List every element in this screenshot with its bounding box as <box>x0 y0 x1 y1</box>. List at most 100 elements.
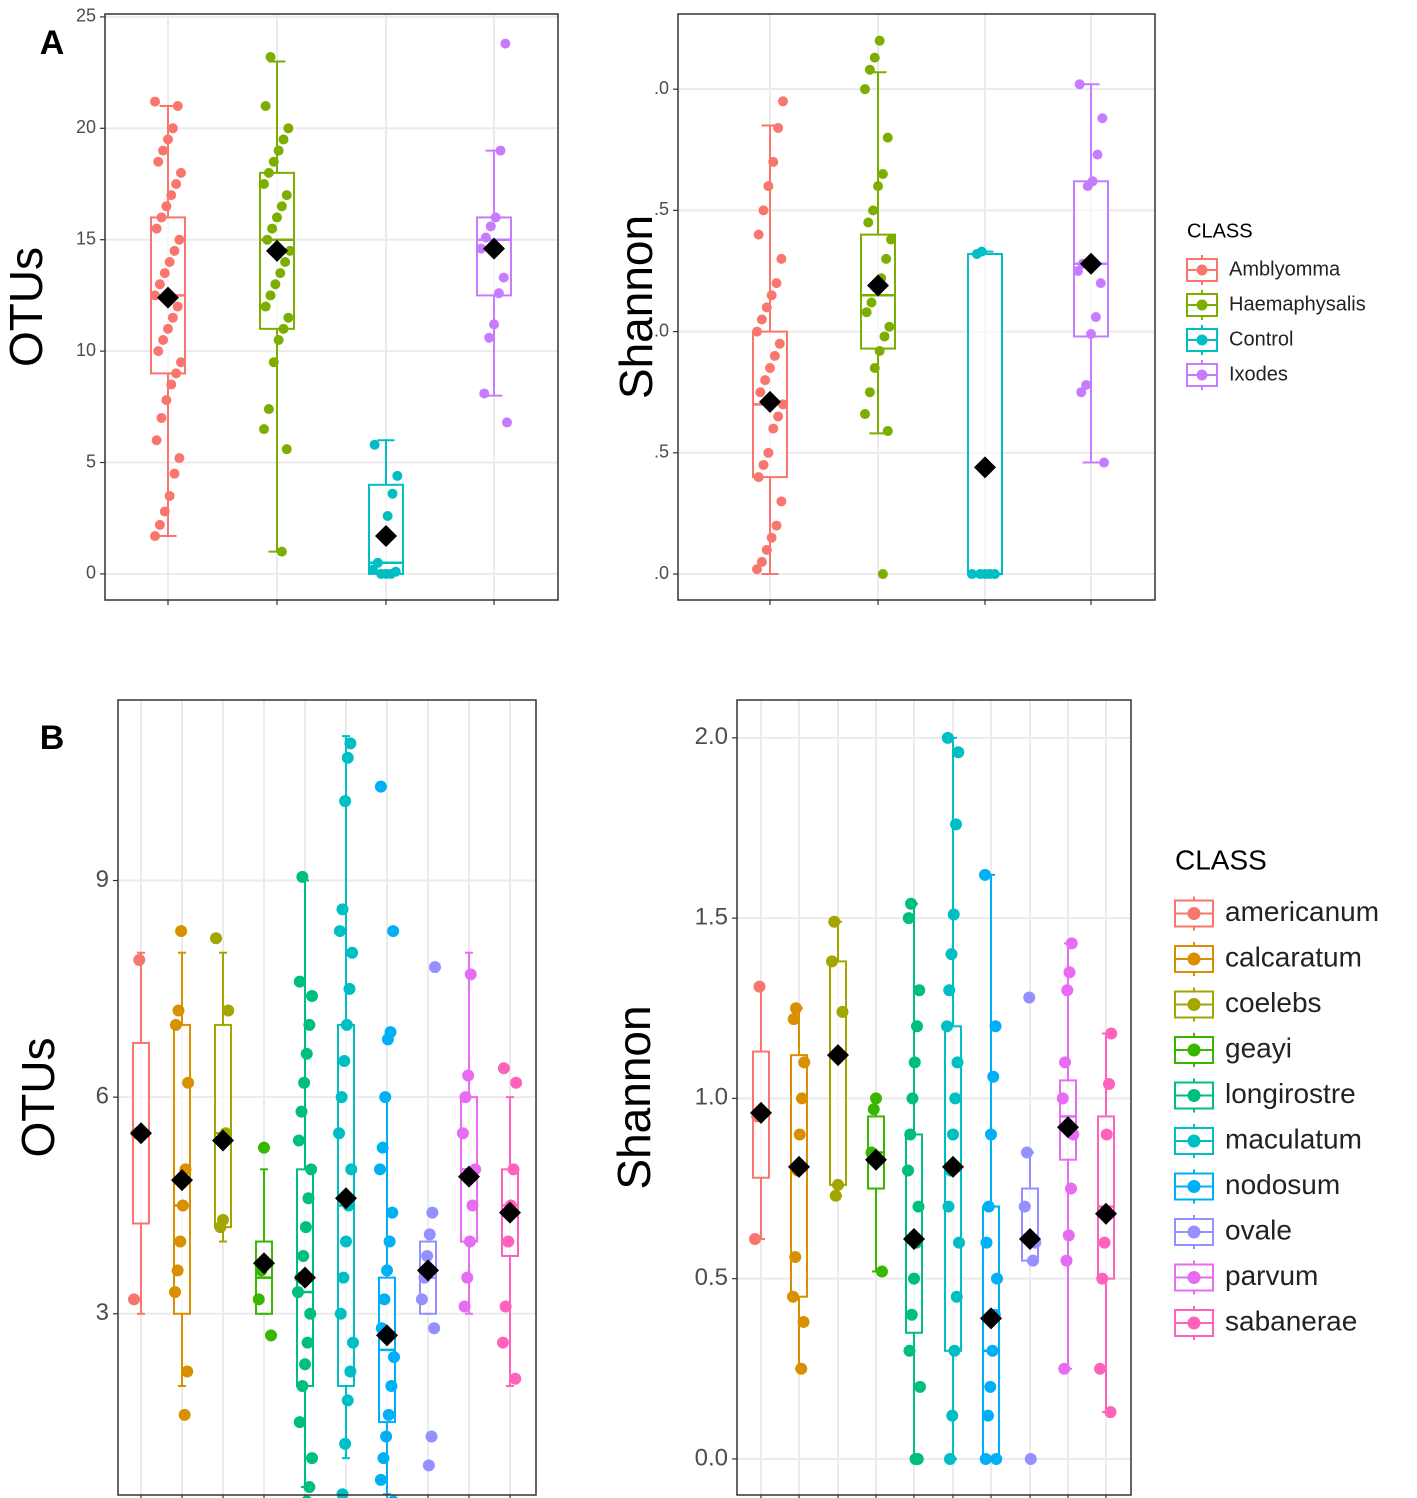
mean-marker <box>903 1228 925 1251</box>
legend-label: Amblyomma <box>1229 258 1341 280</box>
data-point <box>991 1272 1003 1285</box>
data-point <box>490 212 501 223</box>
data-point <box>374 1163 386 1176</box>
data-point <box>1097 113 1108 124</box>
y-tick-label: 20 <box>76 117 96 137</box>
data-point <box>1062 1229 1075 1242</box>
data-point <box>882 132 893 143</box>
data-point <box>340 1235 352 1248</box>
data-point <box>870 1092 882 1105</box>
mean-marker <box>1080 252 1102 275</box>
data-point <box>1099 457 1109 468</box>
data-point <box>336 903 349 916</box>
mean-marker <box>376 1324 398 1347</box>
mean-marker <box>294 1266 316 1289</box>
data-point <box>464 968 477 981</box>
data-point <box>947 908 960 921</box>
data-point <box>181 1365 194 1378</box>
data-point <box>480 232 491 243</box>
data-point <box>1059 1056 1071 1069</box>
data-point <box>210 932 222 945</box>
data-point <box>259 179 269 190</box>
data-point <box>774 338 785 349</box>
data-point <box>1076 387 1087 398</box>
data-point <box>268 357 279 368</box>
data-point <box>1065 1182 1077 1195</box>
data-point <box>295 1105 308 1118</box>
data-point <box>341 751 354 764</box>
data-point <box>171 368 182 379</box>
y-tick-label: 1.0 <box>695 1084 728 1111</box>
data-point <box>914 1380 926 1393</box>
data-point <box>1021 1146 1033 1159</box>
data-point <box>979 1452 992 1465</box>
data-point <box>1060 1254 1073 1267</box>
data-point <box>169 245 180 256</box>
data-point <box>947 1128 959 1141</box>
data-point <box>1018 1200 1031 1213</box>
plot-frame <box>117 699 537 1496</box>
data-point <box>386 1206 399 1219</box>
data-point <box>952 746 965 759</box>
data-point <box>299 1221 312 1234</box>
data-point <box>380 1430 393 1443</box>
legend-key-dot <box>1187 1225 1201 1239</box>
legend-key-dot <box>1187 1316 1201 1330</box>
data-point <box>1074 79 1085 90</box>
data-point <box>167 312 178 323</box>
data-point <box>502 1235 515 1248</box>
legend-label: longirostre <box>1225 1078 1356 1109</box>
y-tick-label: 9 <box>96 866 109 893</box>
legend-label: parvum <box>1225 1260 1318 1291</box>
data-point <box>1105 1027 1118 1040</box>
data-point <box>882 426 893 437</box>
y-tick-label: 0 <box>86 563 96 583</box>
data-point <box>765 362 775 373</box>
box <box>967 253 1003 576</box>
data-point <box>263 167 274 178</box>
y-tick-label: 10 <box>76 340 96 360</box>
data-point <box>296 1379 309 1392</box>
panel-label: A <box>40 24 65 62</box>
legend-key-dot <box>1196 369 1208 381</box>
data-point <box>174 1235 187 1248</box>
data-point <box>379 1091 392 1104</box>
legend-label: Ixodes <box>1229 363 1288 385</box>
data-point <box>158 145 169 156</box>
data-point <box>776 253 787 264</box>
data-point <box>905 897 917 910</box>
y-tick-label: .5 <box>654 199 669 219</box>
data-point <box>301 1336 314 1349</box>
data-point <box>169 468 180 479</box>
panel-label: B <box>40 719 65 757</box>
data-point <box>941 731 954 744</box>
data-point <box>904 1128 917 1141</box>
data-point <box>1081 379 1092 390</box>
data-point <box>912 1200 925 1213</box>
y-tick-label: 15 <box>76 228 96 248</box>
y-tick-label: .0 <box>654 78 669 98</box>
y-tick-label: .5 <box>654 442 669 462</box>
y-tick-label: .0 <box>654 563 669 583</box>
data-point <box>1094 1362 1106 1375</box>
data-point <box>163 323 173 334</box>
data-point <box>374 780 387 793</box>
mean-marker <box>130 1122 152 1145</box>
data-point <box>913 984 926 997</box>
y-tick-label: 3 <box>96 1299 109 1326</box>
data-point <box>768 156 779 167</box>
data-point <box>281 444 292 455</box>
data-point <box>509 1372 522 1385</box>
legend-label: Haemaphysalis <box>1229 293 1366 315</box>
legend-label: calcaratum <box>1225 941 1362 972</box>
data-point <box>476 243 486 254</box>
y-axis-label: Shannon <box>608 1005 660 1189</box>
data-point <box>990 1452 1003 1465</box>
data-point <box>902 912 915 925</box>
data-point <box>459 1091 472 1104</box>
data-point <box>466 1199 479 1212</box>
data-point <box>761 544 772 555</box>
data-point <box>773 122 784 133</box>
data-point <box>268 156 279 167</box>
